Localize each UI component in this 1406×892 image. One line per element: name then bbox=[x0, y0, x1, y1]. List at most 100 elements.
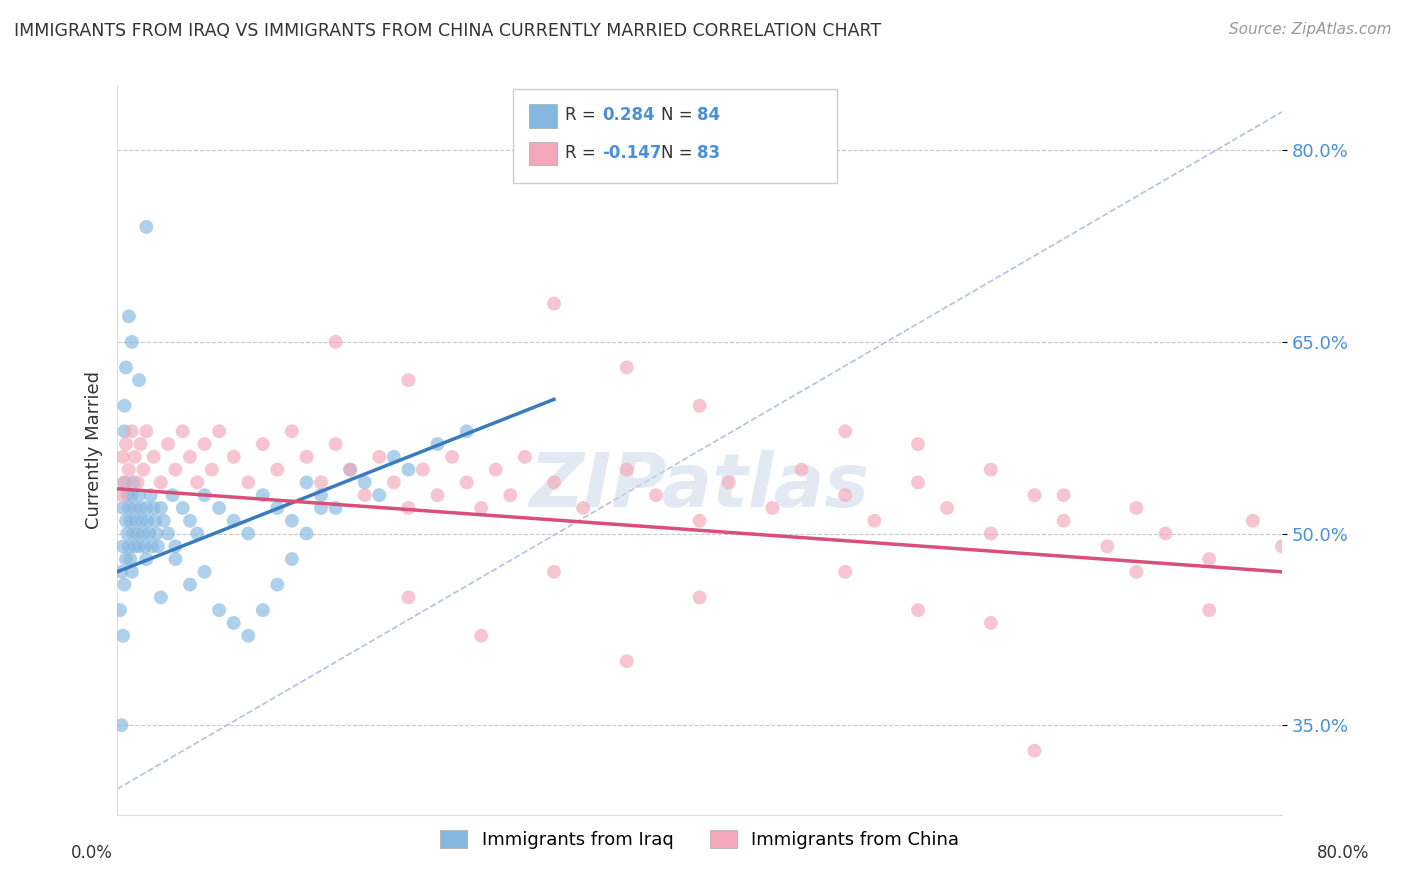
Point bbox=[121, 488, 143, 502]
Point bbox=[834, 488, 856, 502]
Text: N =: N = bbox=[661, 144, 692, 161]
Text: ZIPatlas: ZIPatlas bbox=[530, 450, 869, 524]
Point bbox=[122, 475, 145, 490]
Point bbox=[616, 654, 638, 668]
Point bbox=[114, 475, 136, 490]
Text: IMMIGRANTS FROM IRAQ VS IMMIGRANTS FROM CHINA CURRENTLY MARRIED CORRELATION CHAR: IMMIGRANTS FROM IRAQ VS IMMIGRANTS FROM … bbox=[14, 22, 882, 40]
Point bbox=[124, 450, 146, 464]
Point bbox=[396, 591, 419, 605]
Point bbox=[238, 475, 260, 490]
Point bbox=[834, 425, 856, 439]
Point bbox=[124, 539, 146, 553]
Point bbox=[238, 526, 260, 541]
Point bbox=[1198, 603, 1220, 617]
Point bbox=[325, 500, 347, 515]
Point bbox=[120, 552, 142, 566]
Point bbox=[339, 462, 361, 476]
Point bbox=[141, 539, 163, 553]
Point bbox=[152, 514, 174, 528]
Point bbox=[142, 500, 165, 515]
Point bbox=[456, 425, 478, 439]
Point bbox=[252, 437, 274, 451]
Point bbox=[513, 450, 536, 464]
Point bbox=[325, 334, 347, 349]
Point bbox=[165, 462, 187, 476]
Text: R =: R = bbox=[565, 106, 602, 124]
Point bbox=[368, 488, 391, 502]
Point bbox=[110, 718, 132, 732]
Point bbox=[499, 488, 522, 502]
Point bbox=[129, 500, 152, 515]
Point bbox=[761, 500, 783, 515]
Point bbox=[222, 450, 245, 464]
Point bbox=[252, 488, 274, 502]
Point bbox=[441, 450, 464, 464]
Point bbox=[193, 437, 215, 451]
Point bbox=[1024, 744, 1046, 758]
Point bbox=[543, 565, 565, 579]
Point bbox=[1271, 539, 1294, 553]
Point bbox=[456, 475, 478, 490]
Point bbox=[382, 475, 405, 490]
Point bbox=[120, 514, 142, 528]
Point bbox=[193, 565, 215, 579]
Point bbox=[1125, 500, 1147, 515]
Point bbox=[172, 425, 194, 439]
Point bbox=[124, 500, 146, 515]
Point bbox=[470, 500, 492, 515]
Point bbox=[485, 462, 508, 476]
Point bbox=[127, 526, 149, 541]
Point bbox=[145, 526, 167, 541]
Point bbox=[193, 488, 215, 502]
Point bbox=[426, 437, 449, 451]
Text: Source: ZipAtlas.com: Source: ZipAtlas.com bbox=[1229, 22, 1392, 37]
Point bbox=[110, 488, 132, 502]
Point bbox=[309, 488, 332, 502]
Point bbox=[1198, 552, 1220, 566]
Point bbox=[834, 565, 856, 579]
Point bbox=[128, 539, 150, 553]
Point bbox=[1125, 565, 1147, 579]
Text: 0.284: 0.284 bbox=[602, 106, 654, 124]
Point bbox=[353, 488, 375, 502]
Point bbox=[118, 539, 141, 553]
Point bbox=[936, 500, 959, 515]
Point bbox=[179, 577, 201, 591]
Point bbox=[689, 399, 711, 413]
Point bbox=[179, 450, 201, 464]
Point bbox=[114, 425, 136, 439]
Point bbox=[396, 373, 419, 387]
Point bbox=[143, 514, 166, 528]
Point bbox=[309, 475, 332, 490]
Point bbox=[165, 539, 187, 553]
Text: 0.0%: 0.0% bbox=[70, 844, 112, 862]
Point bbox=[115, 437, 138, 451]
Point bbox=[114, 399, 136, 413]
Point bbox=[118, 500, 141, 515]
Point bbox=[1241, 514, 1264, 528]
Point bbox=[186, 475, 208, 490]
Point bbox=[146, 539, 169, 553]
Text: 83: 83 bbox=[697, 144, 720, 161]
Point bbox=[134, 539, 156, 553]
Point bbox=[266, 577, 288, 591]
Point bbox=[222, 514, 245, 528]
Point bbox=[281, 425, 304, 439]
Text: -0.147: -0.147 bbox=[602, 144, 661, 161]
Point bbox=[368, 450, 391, 464]
Point bbox=[149, 500, 172, 515]
Point bbox=[266, 500, 288, 515]
Text: N =: N = bbox=[661, 106, 692, 124]
Point bbox=[616, 360, 638, 375]
Point bbox=[114, 475, 136, 490]
Point bbox=[118, 462, 141, 476]
Point bbox=[115, 360, 138, 375]
Point bbox=[115, 552, 138, 566]
Point bbox=[470, 629, 492, 643]
Point bbox=[295, 475, 318, 490]
Point bbox=[114, 577, 136, 591]
Point bbox=[135, 552, 157, 566]
Point bbox=[111, 500, 134, 515]
Point bbox=[121, 565, 143, 579]
Point bbox=[139, 488, 162, 502]
